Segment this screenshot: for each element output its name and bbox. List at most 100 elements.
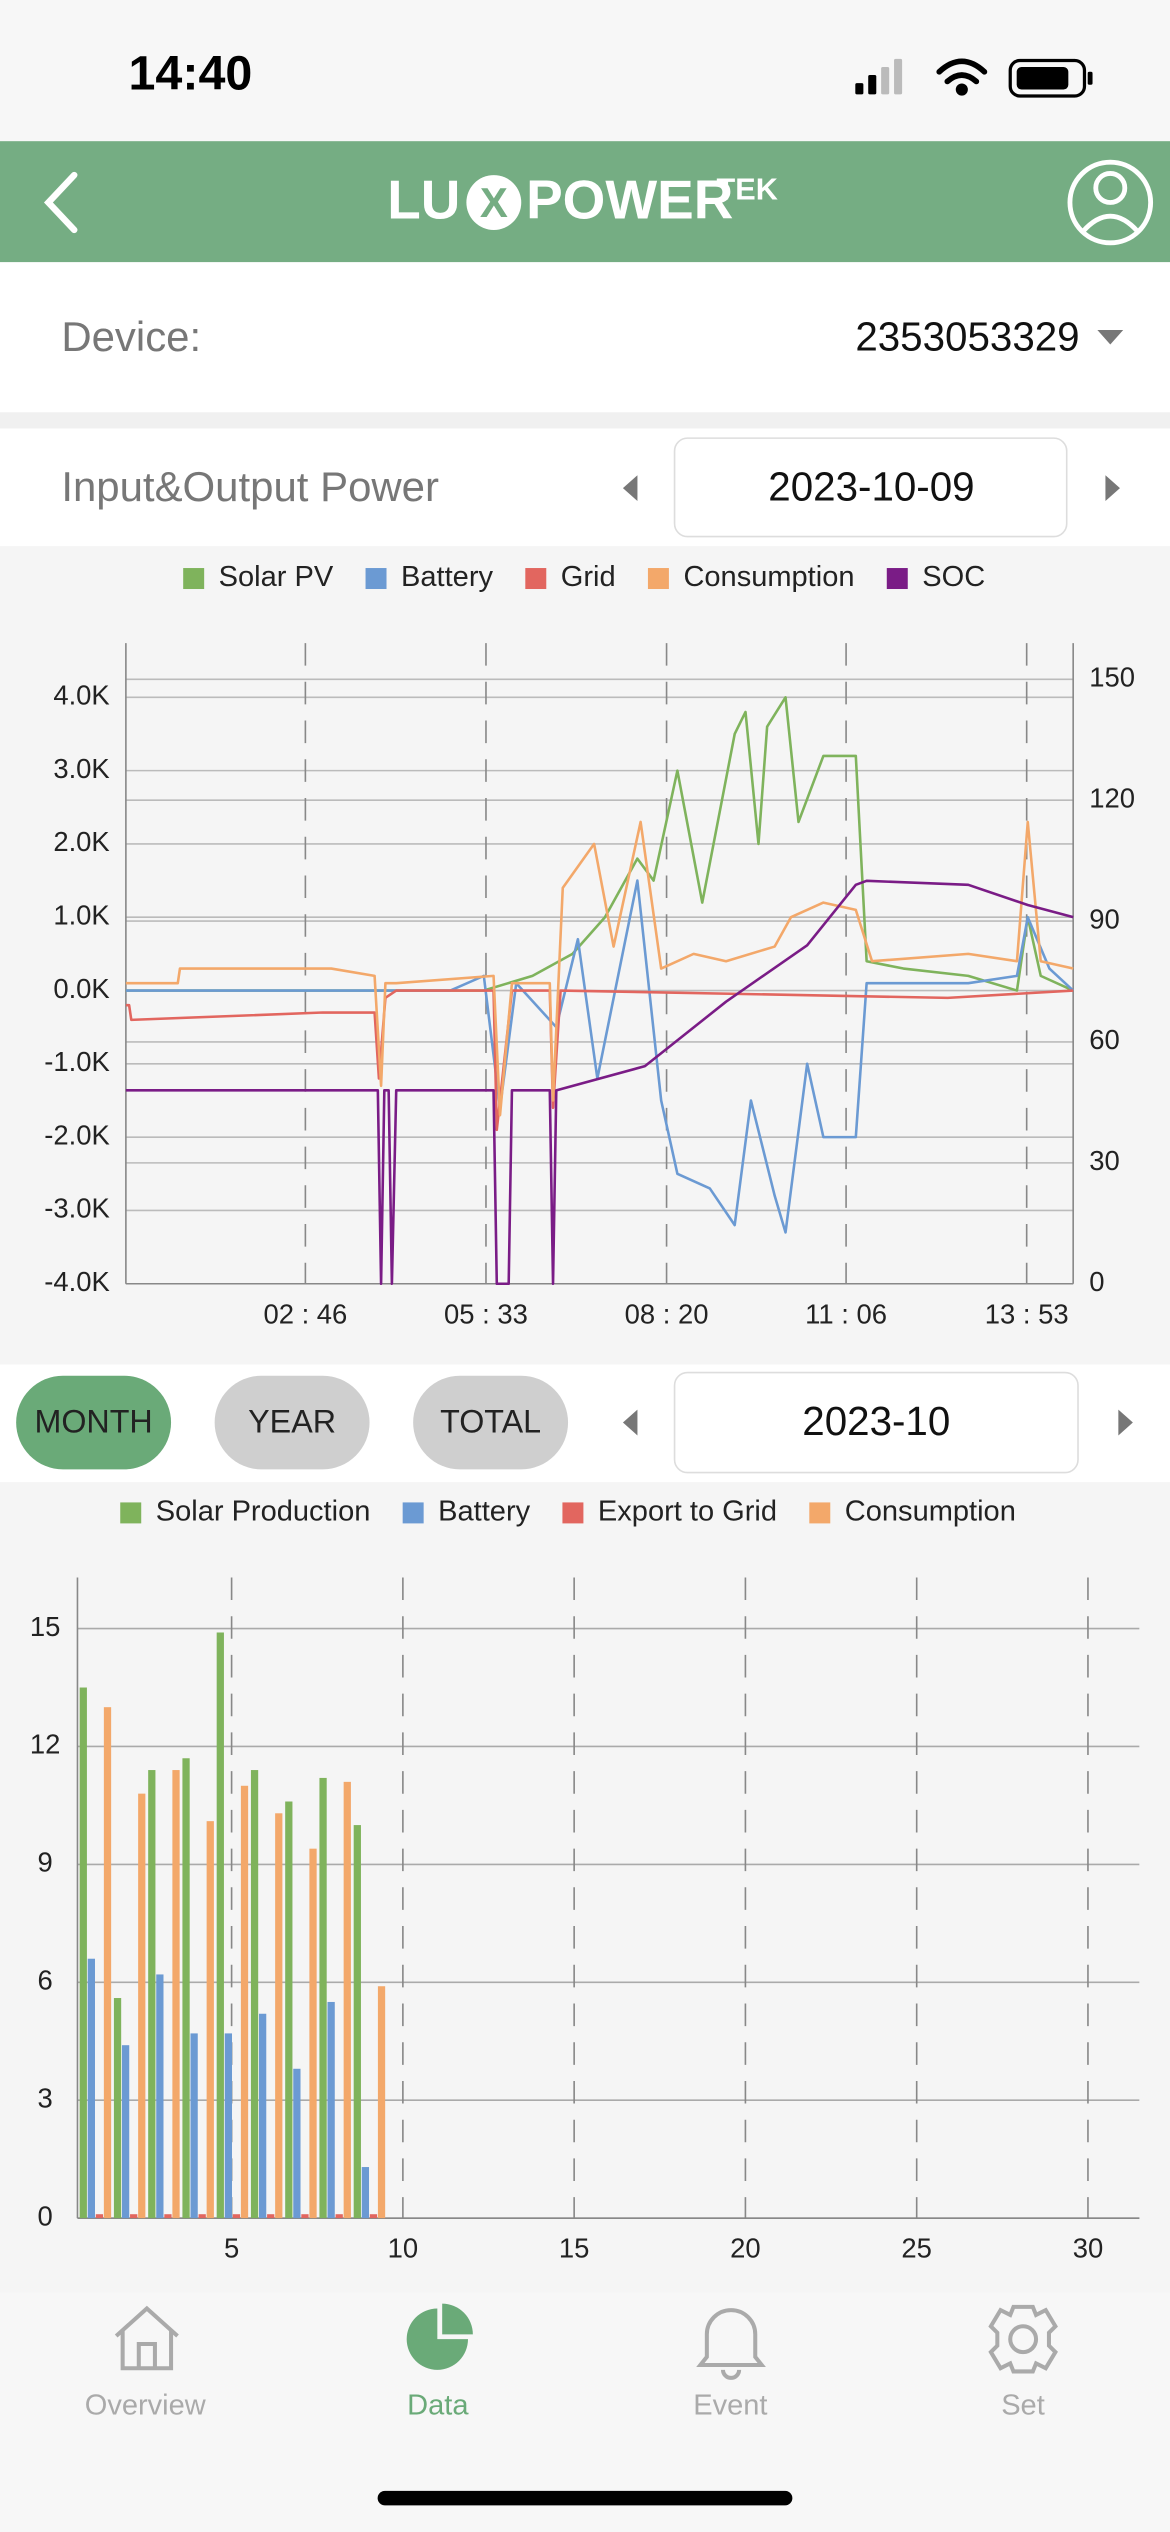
next-period[interactable] bbox=[1118, 1409, 1133, 1436]
bar bbox=[275, 1813, 283, 2219]
y-tick-label: 9 bbox=[38, 1847, 53, 1878]
x-tick-label: 20 bbox=[730, 2233, 761, 2264]
logo-part: X bbox=[480, 179, 508, 226]
bar bbox=[369, 2214, 378, 2219]
y-tick-label: 0 bbox=[38, 2200, 53, 2231]
bar bbox=[121, 2045, 130, 2219]
period-button-label: YEAR bbox=[248, 1404, 336, 1440]
period-date-box[interactable] bbox=[673, 1371, 1079, 1474]
legend-label: Solar Production bbox=[156, 1496, 371, 1528]
legend-swatch bbox=[525, 568, 547, 590]
period-button[interactable] bbox=[214, 1375, 370, 1470]
settings-icon bbox=[988, 2304, 1058, 2374]
series-line bbox=[125, 989, 1074, 1132]
bar bbox=[293, 2068, 301, 2219]
status-bar bbox=[0, 0, 1170, 142]
prev-date[interactable] bbox=[622, 475, 638, 502]
legend-label: Battery bbox=[401, 561, 493, 593]
bar bbox=[148, 1770, 156, 2219]
legend-swatch bbox=[647, 568, 669, 590]
tab-label[interactable]: Data bbox=[407, 2390, 469, 2422]
legend-swatch bbox=[365, 568, 387, 590]
legend-label: Consumption bbox=[683, 561, 854, 593]
y-tick-label: -2.0K bbox=[44, 1119, 110, 1150]
data-icon bbox=[406, 2303, 473, 2370]
bar bbox=[156, 1974, 164, 2219]
y-tick-label: 4.0K bbox=[53, 680, 109, 711]
back-button[interactable] bbox=[43, 171, 78, 234]
header bbox=[0, 141, 1170, 263]
legend-label: SOC bbox=[922, 561, 985, 593]
bar bbox=[216, 1632, 224, 2219]
y-tick-label: 2.0K bbox=[53, 826, 109, 857]
x-tick-label: 05 : 33 bbox=[444, 1298, 528, 1329]
prev-period[interactable] bbox=[622, 1409, 638, 1436]
x-tick-label: 5 bbox=[224, 2233, 239, 2264]
bar bbox=[103, 1707, 112, 2219]
dropdown-arrow[interactable] bbox=[1097, 330, 1124, 345]
period-button[interactable] bbox=[16, 1375, 172, 1470]
y2-tick-label: 60 bbox=[1089, 1024, 1120, 1055]
bar bbox=[172, 1770, 180, 2219]
x-tick-label: 11 : 06 bbox=[805, 1298, 887, 1329]
section-title: Input&Output Power bbox=[61, 463, 439, 510]
bar bbox=[206, 1821, 214, 2219]
bar bbox=[113, 1998, 122, 2219]
bar bbox=[309, 1848, 317, 2219]
bar bbox=[198, 2214, 206, 2219]
y-tick-label: 0.0K bbox=[53, 973, 109, 1004]
event-icon bbox=[696, 2308, 766, 2380]
y2-tick-label: 0 bbox=[1089, 1266, 1104, 1297]
legend-label: Consumption bbox=[845, 1496, 1016, 1528]
home-indicator bbox=[377, 2490, 793, 2506]
next-date[interactable] bbox=[1105, 475, 1120, 502]
logo-circle bbox=[466, 175, 522, 230]
y-tick-label: -1.0K bbox=[44, 1046, 110, 1077]
series-line bbox=[125, 820, 1074, 1117]
period-date: 2023-10 bbox=[802, 1398, 950, 1444]
logo-part: LU bbox=[387, 169, 460, 231]
bar bbox=[250, 1770, 259, 2219]
tab-label[interactable]: Event bbox=[693, 2390, 767, 2422]
series-line bbox=[125, 879, 1074, 1286]
separator bbox=[0, 412, 1170, 429]
tab-label[interactable]: Overview bbox=[85, 2390, 207, 2422]
y2-tick-label: 30 bbox=[1089, 1145, 1120, 1176]
bar bbox=[377, 1986, 386, 2219]
period-button-label: MONTH bbox=[34, 1404, 152, 1440]
device-value[interactable]: 2353053329 bbox=[855, 313, 1079, 359]
legend-swatch bbox=[120, 1502, 142, 1524]
legend-label: Battery bbox=[438, 1496, 530, 1528]
legend-label: Export to Grid bbox=[598, 1496, 777, 1528]
y-tick-label: 3.0K bbox=[53, 753, 109, 784]
bar bbox=[353, 1825, 361, 2219]
x-tick-label: 13 : 53 bbox=[985, 1298, 1069, 1329]
x-tick-label: 30 bbox=[1073, 2233, 1104, 2264]
y-tick-label: 6 bbox=[38, 1965, 53, 1996]
period-button[interactable] bbox=[413, 1375, 569, 1470]
bar bbox=[87, 1958, 95, 2219]
legend-label: Solar PV bbox=[219, 561, 334, 593]
bar bbox=[224, 2033, 233, 2219]
y2-tick-label: 150 bbox=[1089, 662, 1135, 693]
profile-button[interactable] bbox=[1067, 159, 1154, 246]
device-row bbox=[0, 262, 1170, 413]
bar bbox=[240, 1785, 249, 2219]
bar bbox=[190, 2033, 198, 2219]
date-text: 2023-10-09 bbox=[768, 463, 974, 509]
battery-icon bbox=[1008, 58, 1093, 98]
date-box[interactable] bbox=[673, 437, 1068, 538]
bar bbox=[319, 1777, 327, 2219]
bar bbox=[301, 2214, 309, 2219]
bar bbox=[95, 2214, 104, 2219]
legend-swatch bbox=[402, 1502, 424, 1524]
tab-label[interactable]: Set bbox=[1001, 2390, 1045, 2422]
bar bbox=[79, 1687, 87, 2219]
legend-swatch bbox=[183, 568, 205, 590]
clock: 14:40 bbox=[129, 46, 253, 100]
bar bbox=[164, 2214, 172, 2219]
device-label: Device: bbox=[61, 313, 201, 360]
bar bbox=[259, 2013, 267, 2219]
chart-panel bbox=[0, 546, 1170, 1365]
